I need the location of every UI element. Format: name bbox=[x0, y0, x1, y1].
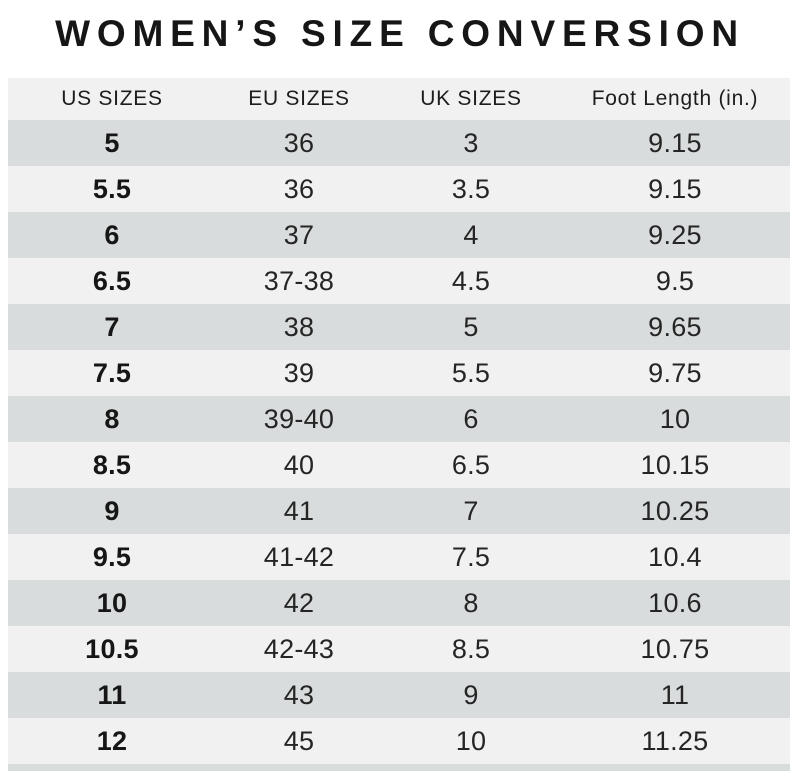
foot-length-cell: 10.6 bbox=[648, 587, 702, 618]
uk-size-cell: 5.5 bbox=[451, 357, 491, 388]
us-size-cell: 8.5 bbox=[92, 449, 132, 480]
cutoff-next-row-strip bbox=[8, 764, 790, 771]
foot-length-cell: 10.4 bbox=[648, 541, 702, 572]
us-size-cell: 9.5 bbox=[92, 541, 132, 572]
foot-length-cell: 9.15 bbox=[648, 173, 702, 204]
foot-length-cell: 9.5 bbox=[655, 265, 695, 296]
table-row: 8.5 40 6.5 10.15 bbox=[8, 442, 790, 488]
eu-size-cell: 43 bbox=[283, 679, 315, 710]
table-row: 12 45 10 11.25 bbox=[8, 718, 790, 764]
us-size-cell: 6.5 bbox=[92, 265, 132, 296]
table-row: 5.5 36 3.5 9.15 bbox=[8, 166, 790, 212]
uk-size-cell: 9 bbox=[463, 679, 479, 710]
table-row: 6 37 4 9.25 bbox=[8, 212, 790, 258]
us-size-cell: 6 bbox=[104, 219, 120, 250]
eu-size-cell: 39-40 bbox=[263, 403, 335, 434]
table-row: 7 38 5 9.65 bbox=[8, 304, 790, 350]
eu-size-cell: 36 bbox=[283, 173, 315, 204]
uk-size-cell: 7.5 bbox=[451, 541, 491, 572]
foot-length-cell: 11.25 bbox=[641, 725, 709, 756]
table-row: 9 41 7 10.25 bbox=[8, 488, 790, 534]
eu-size-cell: 37-38 bbox=[263, 265, 335, 296]
uk-size-cell: 6.5 bbox=[451, 449, 491, 480]
column-header-foot-length: Foot Length (in.) bbox=[591, 87, 759, 110]
uk-size-cell: 8.5 bbox=[451, 633, 491, 664]
table-row: 10.5 42-43 8.5 10.75 bbox=[8, 626, 790, 672]
eu-size-cell: 39 bbox=[283, 357, 315, 388]
table-row: 5 36 3 9.15 bbox=[8, 120, 790, 166]
size-conversion-table-wrapper: US SIZES EU SIZES UK SIZES Foot Length (… bbox=[8, 78, 790, 764]
foot-length-cell: 9.65 bbox=[648, 311, 702, 342]
us-size-cell: 5.5 bbox=[92, 173, 132, 204]
uk-size-cell: 3 bbox=[463, 127, 479, 158]
foot-length-cell: 9.15 bbox=[648, 127, 702, 158]
uk-size-cell: 8 bbox=[463, 587, 479, 618]
table-row: 9.5 41-42 7.5 10.4 bbox=[8, 534, 790, 580]
us-size-cell: 12 bbox=[96, 725, 128, 756]
eu-size-cell: 41-42 bbox=[263, 541, 335, 572]
uk-size-cell: 10 bbox=[455, 725, 487, 756]
foot-length-cell: 10.25 bbox=[640, 495, 710, 526]
table-row: 8 39-40 6 10 bbox=[8, 396, 790, 442]
foot-length-cell: 9.25 bbox=[648, 219, 702, 250]
table-row: 11 43 9 11 bbox=[8, 672, 790, 718]
us-size-cell: 11 bbox=[97, 679, 127, 710]
us-size-cell: 10 bbox=[96, 587, 128, 618]
foot-length-cell: 11 bbox=[660, 679, 690, 710]
uk-size-cell: 6 bbox=[463, 403, 479, 434]
uk-size-cell: 7 bbox=[463, 495, 479, 526]
uk-size-cell: 5 bbox=[463, 311, 479, 342]
foot-length-cell: 10 bbox=[659, 403, 691, 434]
eu-size-cell: 38 bbox=[283, 311, 315, 342]
eu-size-cell: 42-43 bbox=[263, 633, 335, 664]
table-row: 10 42 8 10.6 bbox=[8, 580, 790, 626]
eu-size-cell: 36 bbox=[283, 127, 315, 158]
us-size-cell: 9 bbox=[104, 495, 120, 526]
column-header-uk-sizes: UK SIZES bbox=[420, 87, 522, 110]
uk-size-cell: 3.5 bbox=[451, 173, 491, 204]
eu-size-cell: 41 bbox=[283, 495, 315, 526]
size-conversion-table: US SIZES EU SIZES UK SIZES Foot Length (… bbox=[8, 78, 790, 764]
us-size-cell: 5 bbox=[104, 127, 120, 158]
us-size-cell: 7.5 bbox=[92, 357, 132, 388]
foot-length-cell: 9.75 bbox=[648, 357, 702, 388]
column-header-us-sizes: US SIZES bbox=[61, 87, 163, 110]
uk-size-cell: 4.5 bbox=[451, 265, 491, 296]
eu-size-cell: 42 bbox=[283, 587, 315, 618]
table-row: 7.5 39 5.5 9.75 bbox=[8, 350, 790, 396]
us-size-cell: 8 bbox=[104, 403, 120, 434]
eu-size-cell: 37 bbox=[283, 219, 315, 250]
foot-length-cell: 10.15 bbox=[640, 449, 710, 480]
page-title: WOMEN’S SIZE CONVERSION bbox=[55, 13, 745, 54]
us-size-cell: 10.5 bbox=[85, 633, 139, 664]
table-row: 6.5 37-38 4.5 9.5 bbox=[8, 258, 790, 304]
eu-size-cell: 40 bbox=[283, 449, 315, 480]
eu-size-cell: 45 bbox=[283, 725, 315, 756]
column-header-eu-sizes: EU SIZES bbox=[248, 87, 350, 110]
uk-size-cell: 4 bbox=[463, 219, 479, 250]
foot-length-cell: 10.75 bbox=[640, 633, 710, 664]
us-size-cell: 7 bbox=[104, 311, 120, 342]
header-row: US SIZES EU SIZES UK SIZES Foot Length (… bbox=[8, 78, 790, 120]
